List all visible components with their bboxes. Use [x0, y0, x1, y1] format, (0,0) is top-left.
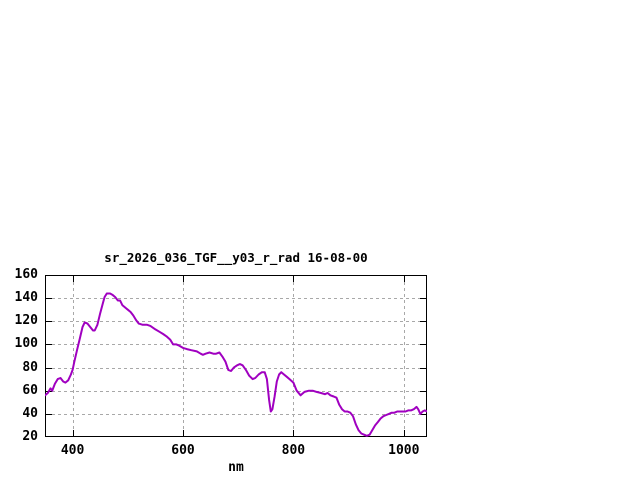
plot-area	[45, 275, 427, 437]
chart-canvas	[45, 275, 427, 437]
x-tick-label: 600	[171, 443, 195, 458]
x-tick-label: 800	[281, 443, 306, 458]
y-tick-label: 40	[22, 405, 38, 421]
x-tick-label: 1000	[388, 443, 420, 458]
y-tick-label: 80	[22, 359, 38, 375]
y-tick-label: 20	[22, 429, 38, 444]
y-tick-label: 140	[14, 290, 38, 306]
x-axis-label: nm	[228, 460, 244, 475]
y-tick-label: 120	[14, 313, 38, 329]
y-tick-label: 100	[14, 336, 38, 352]
y-tick-label: 160	[14, 267, 38, 282]
y-tick-label: 60	[22, 382, 38, 398]
chart-title: sr_2026_036_TGF__y03_r_rad 16-08-00	[104, 250, 368, 265]
x-tick-label: 400	[60, 443, 85, 458]
